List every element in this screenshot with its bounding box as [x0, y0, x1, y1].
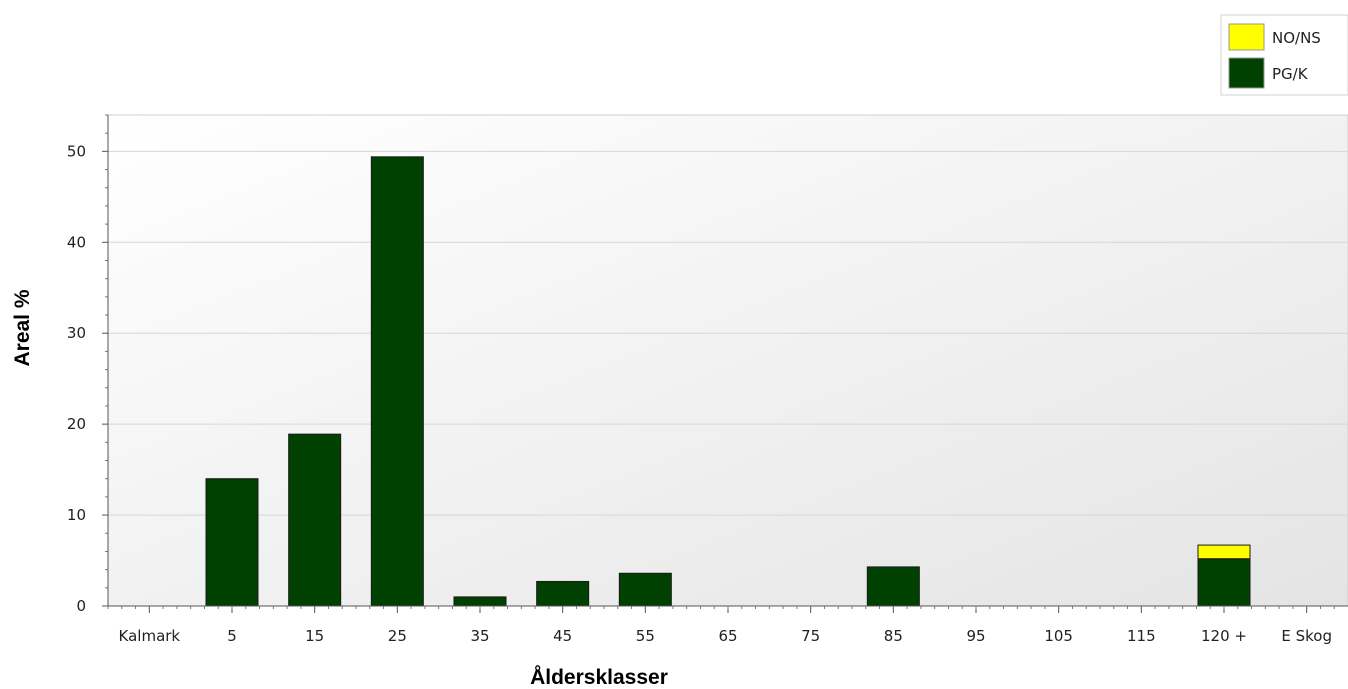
- x-tick-label: 75: [801, 627, 820, 645]
- x-tick-label: 115: [1127, 627, 1156, 645]
- x-tick-label: 85: [884, 627, 903, 645]
- x-tick-label: 55: [636, 627, 655, 645]
- x-tick-label: 120 +: [1201, 627, 1247, 645]
- bar-pg-k-9: [866, 566, 920, 607]
- bars: [205, 156, 1251, 607]
- x-axis-title: Åldersklasser: [530, 665, 668, 689]
- x-tick-label: 95: [966, 627, 985, 645]
- y-tick-label: 40: [67, 233, 86, 251]
- bar-no-ns-13: [1197, 544, 1251, 560]
- legend-swatch-no-ns: [1228, 23, 1265, 51]
- x-tick-label: 25: [388, 627, 407, 645]
- axes: [102, 114, 1348, 613]
- y-tick-label: 30: [67, 324, 86, 342]
- x-tick-label: 105: [1044, 627, 1073, 645]
- x-tick-label: 45: [553, 627, 572, 645]
- bar-pg-k-3: [370, 156, 424, 607]
- bar-pg-k-6: [618, 572, 672, 607]
- y-tick-labels: 0 10 20 30 40 50: [67, 142, 86, 615]
- bar-pg-k-1: [205, 478, 259, 607]
- legend-label-pg-k: PG/K: [1272, 65, 1309, 83]
- bar-pg-k-13: [1197, 558, 1251, 607]
- x-tick-label: Kalmark: [119, 627, 181, 645]
- x-tick-label: 15: [305, 627, 324, 645]
- x-tick-label: E Skog: [1281, 627, 1332, 645]
- x-tick-label: 65: [718, 627, 737, 645]
- y-tick-label: 20: [67, 415, 86, 433]
- y-axis-title: Areal %: [11, 289, 34, 366]
- y-tick-label: 0: [76, 597, 86, 615]
- x-tick-labels: Kalmark 5 15 25 35 45 55 65 75 85 95 105 115 120 + E S…: [119, 627, 1332, 645]
- bar-pg-k-2: [288, 433, 342, 607]
- bar-pg-k-4: [453, 596, 507, 607]
- x-tick-label: 5: [227, 627, 237, 645]
- y-tick-label: 10: [67, 506, 86, 524]
- x-tick-label: 35: [470, 627, 489, 645]
- bar-pg-k-5: [536, 580, 590, 607]
- y-tick-label: 50: [67, 142, 86, 160]
- legend-label-no-ns: NO/NS: [1272, 29, 1321, 47]
- legend-swatch-pg-k: [1228, 57, 1265, 89]
- legend: NO/NS PG/K: [1220, 14, 1348, 96]
